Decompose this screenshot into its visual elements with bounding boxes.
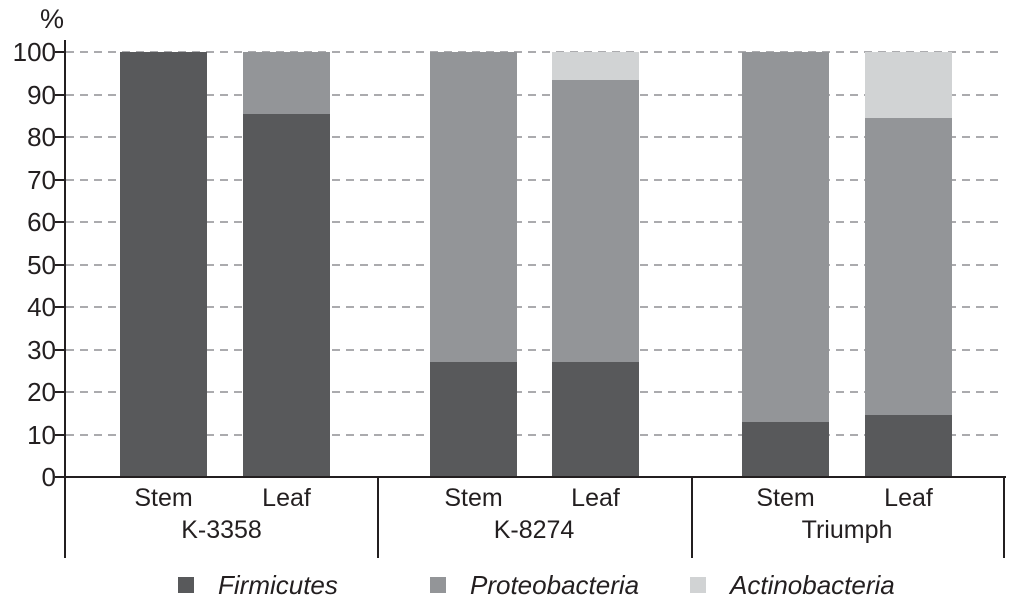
bar-segment-proteobacteria: [742, 52, 829, 422]
bar-segment-firmicutes: [742, 421, 829, 477]
bar-segment-proteobacteria: [430, 52, 517, 363]
y-tick-label: 90: [27, 79, 56, 110]
legend-swatch-firmicutes: [178, 577, 194, 593]
gridline: [66, 391, 1004, 393]
y-tick-label: 0: [41, 462, 56, 492]
y-tick-mark: [55, 433, 65, 436]
legend-swatch-proteobacteria: [430, 577, 446, 593]
gridline: [66, 263, 1004, 266]
gridline: [66, 178, 1004, 181]
gridline: [66, 348, 1004, 351]
y-tick-mark: [55, 263, 65, 266]
legend-item-firmicutes: Firmicutes: [178, 570, 338, 600]
gridline: [66, 93, 1004, 96]
legend-item-proteobacteria: Proteobacteria: [430, 570, 639, 600]
sample-label: Leaf: [262, 484, 311, 512]
sample-label: Leaf: [884, 484, 933, 512]
group-divider: [1003, 478, 1005, 558]
y-tick-label: 60: [27, 207, 56, 237]
bar-segment-proteobacteria: [552, 79, 639, 363]
cultivar-label: K-8274: [493, 516, 575, 544]
legend-item-actinobacteria: Actinobacteria: [690, 570, 895, 600]
bar-segment-firmicutes: [120, 52, 207, 477]
legend-label: Firmicutes: [218, 569, 338, 600]
y-tick-label: 30: [27, 334, 56, 365]
legend-swatch-actinobacteria: [690, 577, 706, 593]
gridline: [66, 221, 1004, 223]
bar-segment-actinobacteria: [552, 52, 639, 80]
y-tick-mark: [55, 178, 65, 181]
group-divider: [377, 478, 379, 558]
bar-segment-firmicutes: [243, 113, 330, 477]
cultivar-label: K-3358: [181, 516, 262, 544]
y-tick-label: 40: [27, 292, 56, 322]
x-axis-line: [64, 476, 1006, 478]
sample-label: Stem: [134, 484, 193, 512]
gridline: [66, 51, 1004, 53]
bar-segment-firmicutes: [552, 362, 639, 477]
y-tick-label: 100: [12, 37, 56, 67]
y-tick-label: 80: [27, 122, 56, 152]
legend-label: Proteobacteria: [470, 569, 640, 600]
cultivar-label: Triumph: [801, 516, 893, 544]
bar-segment-firmicutes: [865, 415, 952, 477]
y-tick-mark: [55, 93, 65, 96]
bar-segment-proteobacteria: [865, 117, 952, 416]
y-tick-label: 70: [27, 164, 56, 195]
y-tick-mark: [55, 348, 65, 351]
bar-segment-firmicutes: [430, 362, 517, 477]
y-axis-line: [64, 40, 66, 558]
gridline: [66, 306, 1004, 308]
gridline: [66, 136, 1004, 138]
bar-segment-actinobacteria: [865, 52, 952, 118]
sample-label: Leaf: [571, 484, 620, 512]
y-tick-mark: [55, 221, 65, 223]
y-tick-label: 10: [27, 419, 56, 450]
y-tick-mark: [55, 136, 65, 138]
y-axis-unit-label: %: [40, 4, 65, 34]
legend-label: Actinobacteria: [730, 569, 895, 600]
bar-segment-proteobacteria: [243, 52, 330, 114]
y-tick-mark: [55, 476, 65, 478]
gridline: [66, 433, 1004, 436]
sample-label: Stem: [756, 484, 815, 512]
y-tick-label: 50: [27, 249, 56, 280]
sample-label: Stem: [444, 484, 503, 512]
y-tick-mark: [55, 391, 65, 393]
y-tick-mark: [55, 51, 65, 53]
y-tick-mark: [55, 306, 65, 308]
y-tick-label: 20: [27, 377, 56, 407]
group-divider: [691, 478, 693, 558]
